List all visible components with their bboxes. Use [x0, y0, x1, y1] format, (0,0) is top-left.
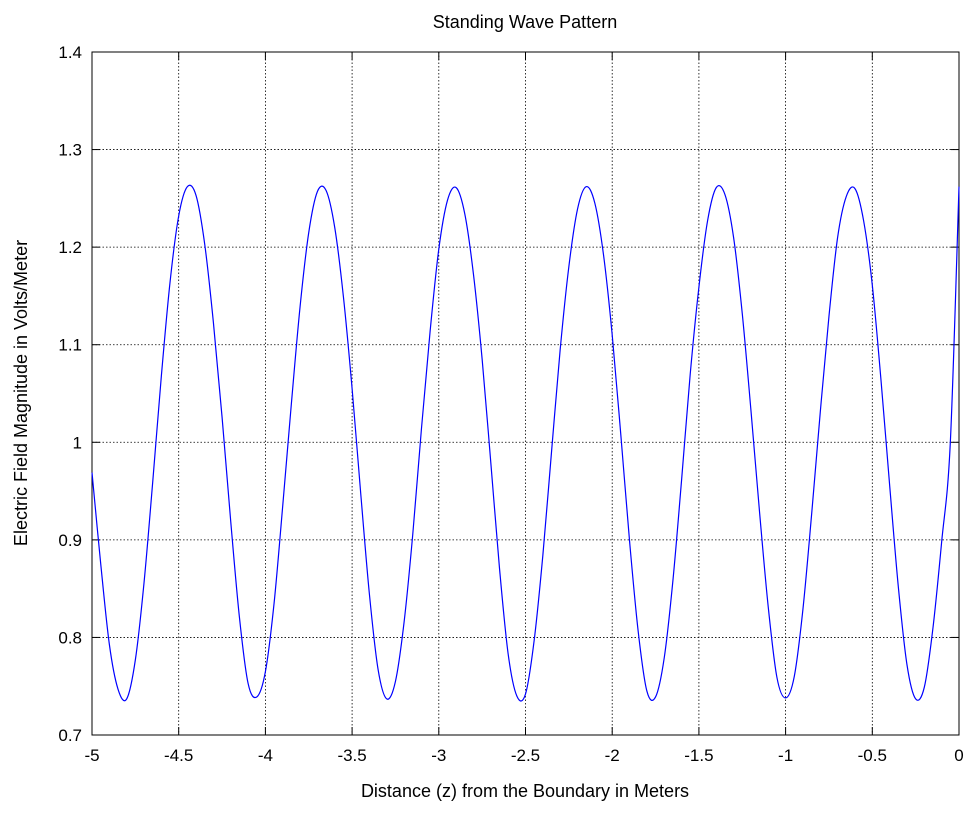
- x-tick-label: -1.5: [684, 746, 713, 765]
- series-line: [91, 184, 960, 702]
- y-tick-label: 0.8: [58, 628, 82, 647]
- x-tick-label: -5: [84, 746, 99, 765]
- y-tick-labels: 0.7 0.8 0.9 1 1.1 1.2 1.3 1.4: [58, 43, 82, 745]
- x-tick-label: -3.5: [337, 746, 366, 765]
- y-tick-label: 1.4: [58, 43, 82, 62]
- x-tick-label: 0: [954, 746, 963, 765]
- y-tick-label: 0.9: [58, 531, 82, 550]
- y-tick-label: 1.2: [58, 238, 82, 257]
- y-axis-title: Electric Field Magnitude in Volts/Meter: [11, 240, 31, 546]
- x-tick-label: -3: [431, 746, 446, 765]
- x-tick-label: -4.5: [164, 746, 193, 765]
- chart-title: Standing Wave Pattern: [433, 12, 617, 32]
- grid-lines: [92, 52, 959, 735]
- y-tick-label: 1.1: [58, 336, 82, 355]
- x-tick-label: -1: [778, 746, 793, 765]
- y-tick-label: 1.3: [58, 141, 82, 160]
- axis-ticks: [91, 51, 960, 736]
- y-tick-label: 0.7: [58, 726, 82, 745]
- x-tick-label: -4: [258, 746, 273, 765]
- x-tick-label: -2.5: [511, 746, 540, 765]
- y-tick-label: 1: [73, 433, 82, 452]
- x-axis-title: Distance (z) from the Boundary in Meters: [361, 781, 689, 801]
- x-tick-label: -2: [605, 746, 620, 765]
- x-tick-labels: -5 -4.5 -4 -3.5 -3 -2.5 -2 -1.5 -1 -0.5 0: [84, 746, 963, 765]
- x-tick-label: -0.5: [858, 746, 887, 765]
